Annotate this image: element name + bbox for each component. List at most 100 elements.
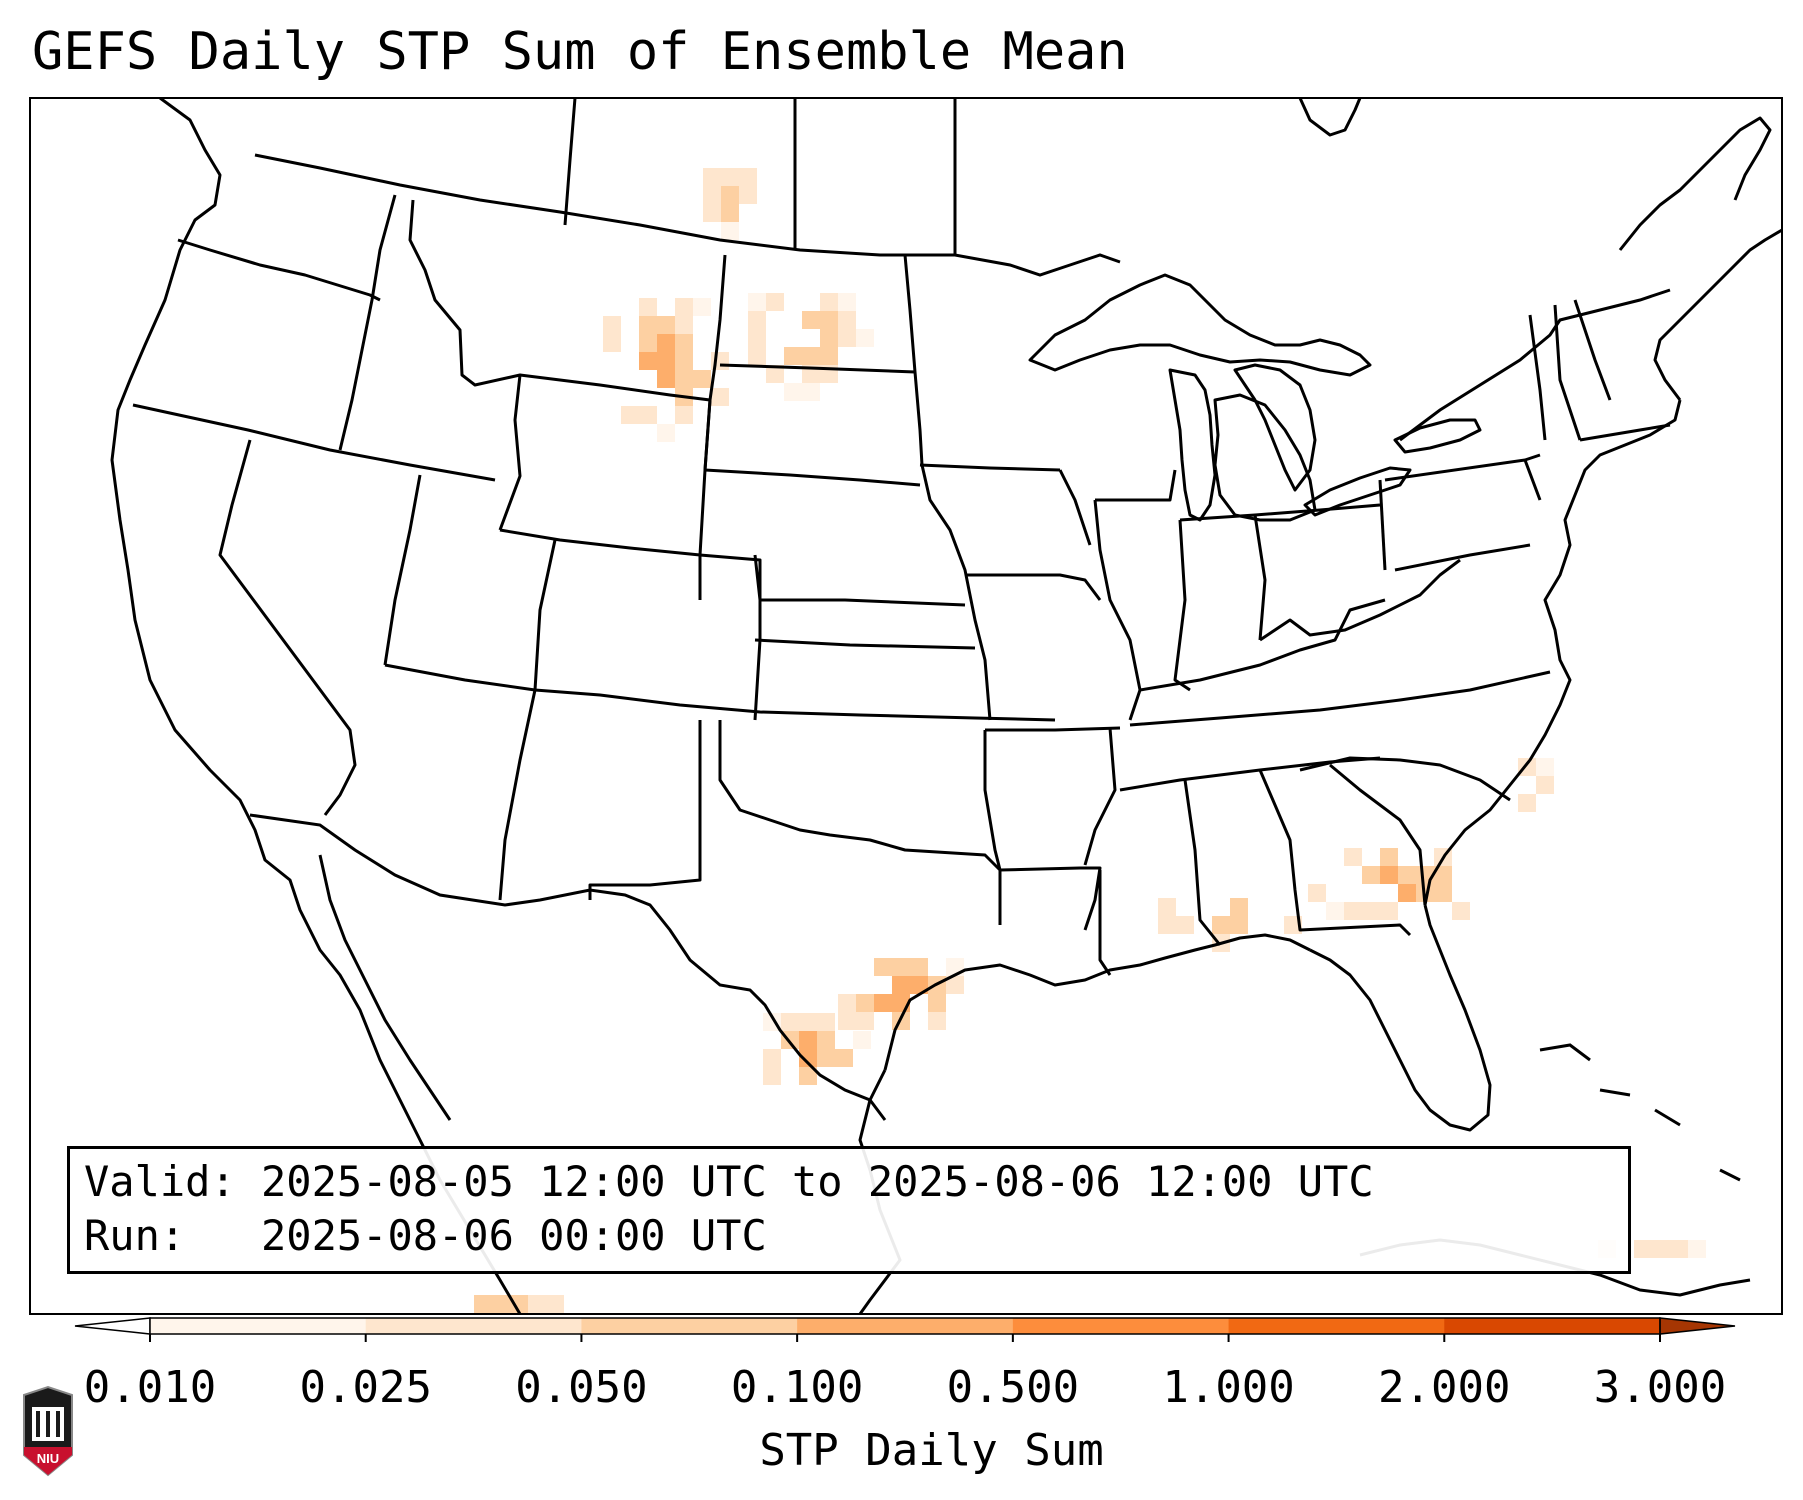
stp-cell xyxy=(703,168,721,186)
state-border xyxy=(498,689,537,901)
state-border xyxy=(1083,727,1117,866)
stp-cell xyxy=(1212,916,1230,934)
stp-cell xyxy=(784,347,802,365)
state-border xyxy=(384,663,1056,722)
colorbar-tick-label: 2.000 xyxy=(1378,1362,1511,1413)
state-border xyxy=(1179,513,1267,641)
island xyxy=(1599,1088,1631,1097)
lake-huron xyxy=(1233,363,1317,492)
state-border xyxy=(999,866,1102,931)
stp-cell xyxy=(1634,1240,1652,1258)
coastline-west xyxy=(110,98,522,1314)
stp-cell xyxy=(766,293,784,311)
stp-cell xyxy=(835,1049,853,1067)
state-border xyxy=(718,720,1002,872)
colorbar-frame xyxy=(149,1317,1661,1335)
state-border xyxy=(1254,503,1381,517)
stp-cell xyxy=(657,316,675,334)
info-box: Valid: 2025-08-05 12:00 UTC to 2025-08-0… xyxy=(67,1146,1631,1274)
stp-cell xyxy=(703,186,721,204)
stp-cell xyxy=(603,316,621,334)
stp-cell xyxy=(1326,902,1344,920)
state-border xyxy=(919,463,1061,472)
stp-cell xyxy=(799,1031,817,1049)
stp-cell xyxy=(763,1067,781,1085)
state-border xyxy=(1299,756,1511,802)
state-border xyxy=(1093,499,1142,721)
mexico-border xyxy=(249,813,887,1121)
stp-cell xyxy=(621,406,639,424)
map-frame xyxy=(29,97,1783,1315)
stp-cell xyxy=(739,168,757,186)
coastline-texas-gulf xyxy=(883,933,1311,1071)
stp-cell xyxy=(528,1295,546,1313)
stp-cell xyxy=(1688,1240,1706,1258)
state-border xyxy=(753,554,966,607)
map xyxy=(29,97,1783,1315)
state-border xyxy=(1528,314,1547,441)
valid-value: 2025-08-05 12:00 UTC to 2025-08-06 12:00… xyxy=(261,1157,1374,1206)
state-border xyxy=(1329,763,1427,906)
stp-cell xyxy=(1652,1240,1670,1258)
state-border xyxy=(704,468,921,487)
stp-cell xyxy=(1434,884,1452,902)
stp-cell xyxy=(639,406,657,424)
state-border xyxy=(563,98,577,226)
run-label: Run: xyxy=(84,1211,186,1260)
niu-logo: NIU xyxy=(23,1385,73,1477)
colorbar-segment xyxy=(1444,1318,1661,1334)
stp-cell xyxy=(1398,866,1416,884)
stp-cell xyxy=(739,186,757,204)
colorbar-tick-label: 3.000 xyxy=(1593,1362,1727,1413)
state-border xyxy=(132,403,496,482)
state-border xyxy=(1384,458,1542,501)
stp-cell xyxy=(1344,848,1362,866)
stp-cell xyxy=(856,329,874,347)
stp-cell xyxy=(763,1049,781,1067)
colorbar-segment xyxy=(1012,1318,1230,1334)
canada-border-east xyxy=(1399,288,1671,442)
stp-cell xyxy=(838,329,856,347)
stp-cell xyxy=(1230,916,1248,934)
stp-cell xyxy=(892,976,910,994)
state-border xyxy=(1173,519,1191,692)
stp-cell xyxy=(657,334,675,352)
island xyxy=(1719,1168,1741,1182)
colorbar-segment xyxy=(581,1318,798,1334)
stp-cell xyxy=(892,958,910,976)
stp-cell xyxy=(675,406,693,424)
stp-cell xyxy=(874,958,892,976)
colorbar-segment xyxy=(1228,1318,1445,1334)
stp-cell xyxy=(639,298,657,316)
coastline-baja xyxy=(318,854,452,1121)
stp-cell xyxy=(799,1067,817,1085)
stp-cell xyxy=(1670,1240,1688,1258)
canada-border xyxy=(254,153,1121,277)
state-border xyxy=(1524,453,1541,462)
page-title: GEFS Daily STP Sum of Ensemble Mean xyxy=(32,22,1128,82)
state-border xyxy=(383,474,422,666)
stp-cell xyxy=(1176,916,1194,934)
state-border xyxy=(588,720,702,900)
stp-cell xyxy=(910,958,928,976)
state-border xyxy=(499,528,702,600)
stp-cell xyxy=(820,329,838,347)
stp-cell xyxy=(820,293,838,311)
stp-cell xyxy=(802,311,820,329)
stp-cell xyxy=(721,222,739,240)
stp-cell xyxy=(1536,776,1554,794)
state-border xyxy=(1573,299,1612,401)
island xyxy=(1539,1043,1591,1062)
stp-cell xyxy=(1380,866,1398,884)
state-border xyxy=(983,730,1002,925)
state-border xyxy=(1183,779,1222,946)
stp-cell xyxy=(1380,848,1398,866)
state-border xyxy=(338,194,397,451)
state-border xyxy=(519,373,711,402)
stp-cell xyxy=(1362,866,1380,884)
stp-cell xyxy=(799,1013,817,1031)
stp-cell xyxy=(657,370,675,388)
stp-cell xyxy=(838,293,856,311)
stp-cell xyxy=(675,316,693,334)
state-border xyxy=(1098,870,1112,976)
